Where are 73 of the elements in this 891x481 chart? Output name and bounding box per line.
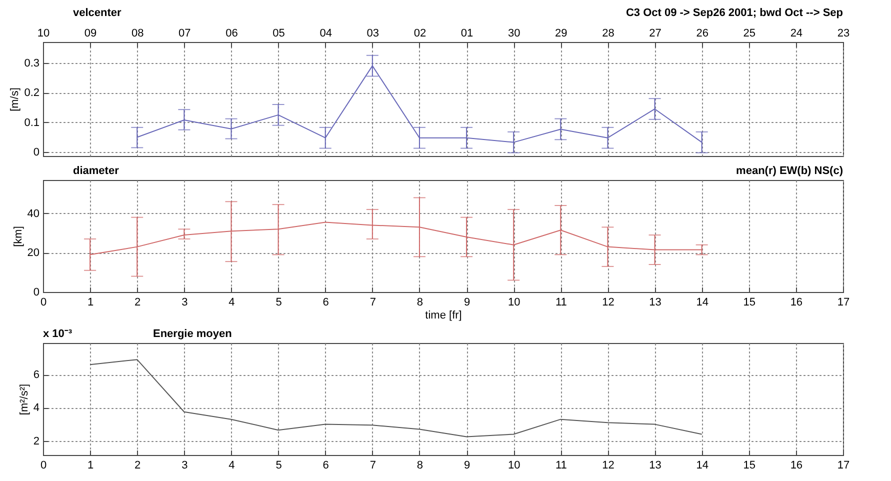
x-tick-label: 1: [87, 460, 94, 472]
x-tick-label: 28: [602, 28, 614, 40]
x-tick-label: 02: [414, 28, 426, 40]
y-tick-label: 0: [33, 146, 40, 159]
text: x 10⁻³: [43, 328, 72, 340]
x-axis-title: time [fr]: [425, 310, 462, 322]
x-tick-label: 8: [416, 460, 424, 472]
x-tick-label: 04: [320, 28, 332, 40]
x-tick-label: 13: [649, 296, 662, 308]
y-tick-label: 0.2: [24, 87, 40, 100]
x-tick-label: 11: [555, 460, 567, 472]
y-tick-label: 4: [33, 402, 40, 414]
line-series: [90, 359, 702, 438]
x-tick-label: 07: [178, 28, 191, 40]
x-tick-label: 30: [508, 28, 520, 40]
x-tick-label: 26: [696, 28, 708, 40]
x-tick-label: 6: [322, 460, 329, 472]
x-tick-label: 7: [370, 296, 376, 308]
x-tick-label: 14: [696, 296, 708, 308]
x-tick-label: 24: [790, 28, 803, 40]
x-tick-label: 14: [696, 460, 708, 472]
x-tick-label: 6: [322, 296, 329, 308]
y-tick-label: 0: [33, 286, 40, 298]
y-tick-label: 0.3: [24, 57, 40, 70]
x-tick-label: 7: [370, 460, 376, 472]
x-tick-label: 23: [837, 28, 850, 40]
x-tick-label: 05: [272, 28, 285, 40]
x-tick-label: 9: [464, 460, 470, 472]
y-tick-label: 20: [27, 247, 40, 260]
x-tick-label: 1: [87, 296, 94, 308]
x-tick-label: 16: [790, 460, 803, 472]
x-tick-label: 9: [464, 296, 470, 308]
x-tick-label: 09: [84, 28, 97, 40]
y-axis-title: [m/s]: [9, 88, 22, 112]
x-tick-label: 3: [182, 460, 188, 472]
x-tick-label: 12: [602, 460, 614, 472]
x-tick-label: 15: [743, 460, 756, 472]
x-tick-label: 17: [837, 460, 850, 472]
y-axis-title: [km]: [12, 226, 24, 247]
chart-title: Energie moyen: [153, 328, 232, 340]
x-tick-label: 01: [460, 28, 474, 40]
x-tick-label: 16: [790, 296, 803, 308]
y-tick-label: 2: [33, 435, 40, 448]
x-tick-label: 13: [649, 460, 662, 472]
x-tick-label: 2: [134, 460, 141, 472]
x-tick-label: 2: [134, 296, 141, 308]
x-tick-label: 29: [555, 28, 568, 40]
x-tick-label: 4: [228, 296, 235, 308]
x-tick-label: 03: [366, 28, 380, 40]
text: C3 Oct 09 -> Sep26 2001; bwd Oct --> Sep: [626, 7, 844, 19]
x-tick-label: 27: [649, 28, 662, 40]
text: mean(r) EW(b) NS(c): [736, 165, 844, 177]
x-tick-label: 11: [555, 296, 567, 308]
chart-title: velcenter: [73, 7, 122, 19]
y-tick-label: 6: [33, 369, 40, 382]
x-tick-label: 08: [131, 28, 144, 40]
x-tick-label: 10: [508, 460, 520, 472]
x-tick-label: 17: [837, 296, 850, 308]
x-tick-label: 4: [228, 460, 235, 472]
x-tick-label: 5: [276, 460, 282, 472]
x-tick-label: 5: [276, 296, 282, 308]
x-tick-label: 8: [416, 296, 424, 308]
x-tick-label: 06: [226, 28, 238, 40]
y-tick-label: 0.1: [24, 116, 40, 129]
x-tick-label: 25: [743, 28, 756, 40]
x-tick-label: 10: [37, 28, 50, 40]
x-tick-label: 3: [182, 296, 188, 308]
y-tick-label: 40: [27, 208, 40, 220]
chart-title: diameter: [73, 165, 120, 177]
x-tick-label: 15: [743, 296, 756, 308]
x-tick-label: 10: [508, 296, 520, 308]
x-tick-label: 12: [602, 296, 614, 308]
y-axis-title: [m²/s²]: [18, 384, 30, 416]
